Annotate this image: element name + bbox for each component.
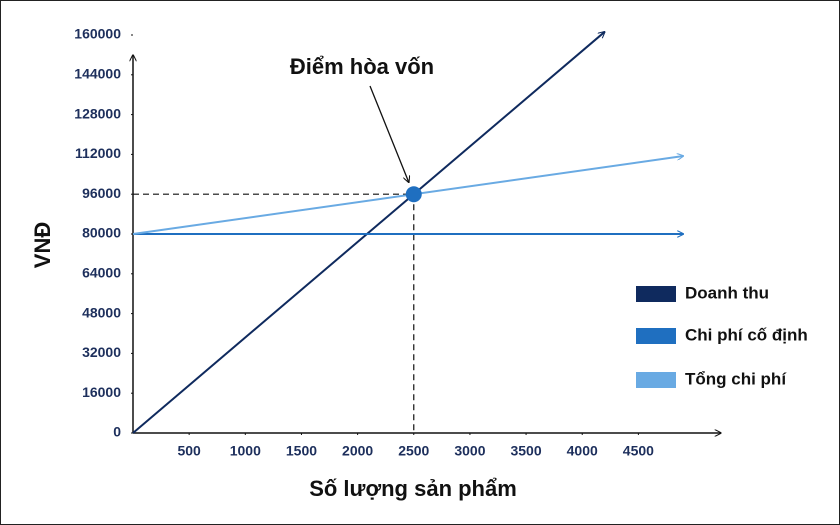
y-tick-label: 80000 xyxy=(82,225,121,241)
x-tick-label: 1000 xyxy=(230,443,261,459)
x-tick-label: 500 xyxy=(177,443,201,459)
annotation-arrow xyxy=(369,85,409,182)
break-even-point xyxy=(405,186,422,203)
y-tick-label: 160000 xyxy=(74,26,121,42)
legend-swatch xyxy=(636,328,676,344)
y-tick-label: 64000 xyxy=(82,265,121,281)
x-axis-label: Số lượng sản phẩm xyxy=(309,476,517,501)
x-tick-label: 2000 xyxy=(342,443,373,459)
legend-label: Tổng chi phí xyxy=(685,369,787,388)
y-axis-label: VNĐ xyxy=(30,222,55,268)
legend-swatch xyxy=(636,372,676,388)
y-tick-label: 96000 xyxy=(82,185,121,201)
x-tick-label: 4500 xyxy=(623,443,654,459)
x-tick-label: 3000 xyxy=(454,443,485,459)
y-tick-label: 112000 xyxy=(75,145,121,161)
legend-label: Doanh thu xyxy=(685,283,769,302)
x-tick-label: 1500 xyxy=(286,443,317,459)
legend-label: Chi phí cố định xyxy=(685,325,808,344)
legend-swatch xyxy=(636,286,676,302)
series-line xyxy=(132,32,605,434)
y-tick-label: 32000 xyxy=(82,344,121,360)
y-tick-label: 128000 xyxy=(74,105,121,121)
y-tick-label: 16000 xyxy=(82,384,121,400)
x-tick-label: 3500 xyxy=(510,443,541,459)
y-tick-label: 48000 xyxy=(82,304,121,320)
y-tick-label: 0 xyxy=(113,424,121,440)
y-tick-label: 144000 xyxy=(74,66,121,82)
x-tick-label: 2500 xyxy=(398,443,429,459)
annotation: Điểm hòa vốn xyxy=(290,54,434,79)
x-tick-label: 4000 xyxy=(567,443,598,459)
